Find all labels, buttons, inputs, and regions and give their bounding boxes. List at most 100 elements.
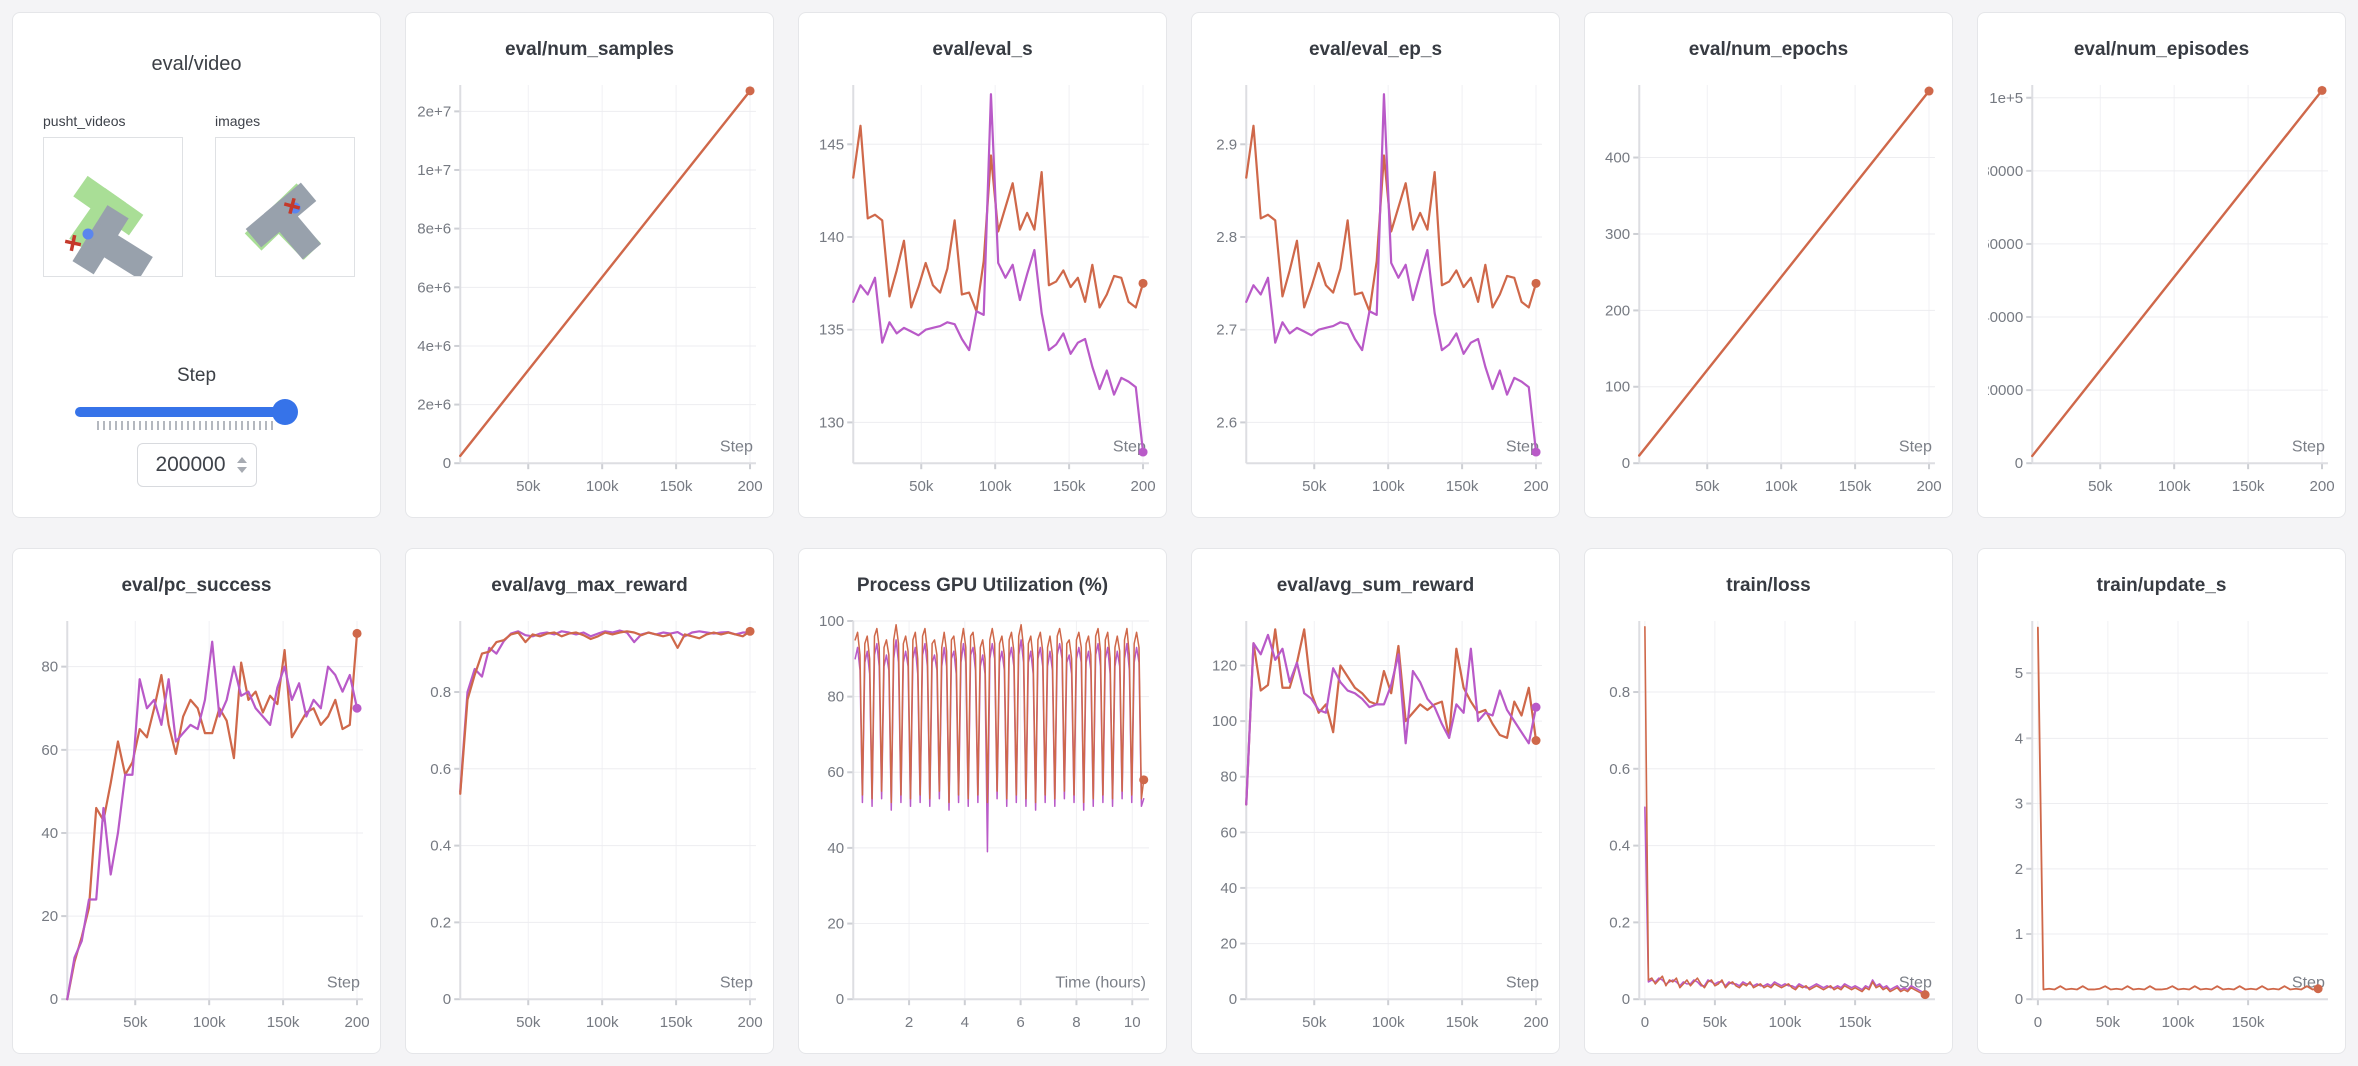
svg-text:20000: 20000: [1988, 382, 2023, 399]
chart-plot[interactable]: 0 50k 100k 150k 0 1 2 3 4 5 Step: [1988, 613, 2335, 1045]
svg-text:100k: 100k: [1372, 1014, 1405, 1031]
svg-text:50k: 50k: [2096, 1014, 2121, 1031]
chart-plot[interactable]: 50k 100k 150k 200 0 20 40 60 80 100 120 Step: [1202, 613, 1549, 1045]
svg-text:60: 60: [827, 764, 844, 781]
step-slider-ruler: [97, 421, 275, 430]
svg-text:0: 0: [1641, 1014, 1649, 1031]
panel-train-loss: train/loss 0 50k 100k 150k 0 0.2 0.4 0.6 0.8 Step: [1584, 548, 1953, 1054]
svg-text:100k: 100k: [2162, 1014, 2195, 1031]
pusht-video-thumbnail[interactable]: [43, 137, 183, 280]
chart-plot[interactable]: 50k 100k 150k 200 0 2e+6 4e+6 6e+6 8e+6 1e+7 1.2e+…: [416, 77, 763, 509]
svg-text:50k: 50k: [2088, 478, 2113, 495]
panel-eval-avg-max-reward: eval/avg_max_reward 50k 100k 150k 200 0 0.2 0.…: [405, 548, 774, 1054]
chart-title: eval/num_samples: [505, 39, 674, 60]
svg-text:200: 200: [1523, 478, 1548, 495]
step-decrement-icon[interactable]: [236, 467, 247, 473]
svg-text:40: 40: [1220, 880, 1237, 897]
svg-text:0: 0: [443, 455, 451, 472]
svg-text:8e+6: 8e+6: [417, 221, 451, 238]
svg-text:100: 100: [1212, 713, 1237, 730]
step-increment-icon[interactable]: [236, 457, 247, 463]
svg-text:200: 200: [1523, 1014, 1548, 1031]
svg-text:4: 4: [2015, 730, 2023, 747]
svg-text:2.8: 2.8: [1216, 229, 1237, 246]
svg-text:150k: 150k: [660, 1014, 693, 1031]
svg-text:60: 60: [41, 742, 58, 759]
svg-text:100k: 100k: [586, 478, 619, 495]
svg-text:20: 20: [827, 916, 844, 933]
svg-text:100k: 100k: [2158, 478, 2191, 495]
step-stepper: [236, 457, 247, 473]
svg-text:50k: 50k: [909, 478, 934, 495]
svg-text:40: 40: [41, 825, 58, 842]
chart-plot[interactable]: 50k 100k 150k 200 0 20 40 60 80 Step: [23, 613, 370, 1045]
chart-title: eval/num_epochs: [1688, 39, 1849, 60]
svg-text:Time (hours): Time (hours): [1055, 974, 1146, 991]
chart-title: train/update_s: [2096, 575, 2227, 596]
svg-text:60: 60: [1220, 824, 1237, 841]
svg-text:0.2: 0.2: [1609, 914, 1630, 931]
svg-text:60000: 60000: [1988, 236, 2023, 253]
panel-eval-num-episodes: eval/num_episodes 50k 100k 150k 200 0 20000 40…: [1977, 12, 2346, 518]
svg-text:0: 0: [2034, 1014, 2042, 1031]
svg-text:200: 200: [737, 478, 762, 495]
svg-text:0.8: 0.8: [430, 684, 451, 701]
svg-text:1.2e+7: 1.2e+7: [416, 103, 451, 120]
step-slider-track[interactable]: [75, 407, 293, 417]
chart-plot[interactable]: 0 50k 100k 150k 0 0.2 0.4 0.6 0.8 Step: [1595, 613, 1942, 1045]
svg-text:80: 80: [1220, 769, 1237, 786]
svg-text:50k: 50k: [1302, 1014, 1327, 1031]
chart-plot[interactable]: 2 4 6 8 10 0 20 40 60 80 100 Time (hours): [809, 613, 1156, 1045]
svg-text:100: 100: [1605, 379, 1630, 396]
svg-text:6: 6: [1016, 1014, 1024, 1031]
svg-text:1e+5: 1e+5: [1989, 90, 2023, 107]
svg-text:4: 4: [961, 1014, 969, 1031]
chart-plot[interactable]: 50k 100k 150k 200 0 100 200 300 400 Step: [1595, 77, 1942, 509]
svg-text:0.4: 0.4: [430, 838, 451, 855]
svg-text:150k: 150k: [1446, 478, 1479, 495]
svg-text:120: 120: [1212, 658, 1237, 675]
svg-text:50k: 50k: [516, 1014, 541, 1031]
media-label-images: images: [215, 113, 261, 129]
chart-plot[interactable]: 50k 100k 150k 200 130 135 140 145 Step: [809, 77, 1156, 509]
panel-train-update-s: train/update_s 0 50k 100k 150k 0 1 2 3 4 5 Step: [1977, 548, 2346, 1054]
svg-text:50k: 50k: [1703, 1014, 1728, 1031]
svg-text:0.8: 0.8: [1609, 684, 1630, 701]
svg-text:80000: 80000: [1988, 163, 2023, 180]
svg-text:2e+6: 2e+6: [417, 397, 451, 414]
svg-text:100k: 100k: [193, 1014, 226, 1031]
images-thumbnail[interactable]: [215, 137, 355, 277]
svg-text:0: 0: [1229, 991, 1237, 1008]
step-slider-label: Step: [176, 365, 217, 386]
svg-text:Step: Step: [2292, 438, 2325, 455]
svg-text:1e+7: 1e+7: [417, 162, 451, 179]
svg-text:2.7: 2.7: [1216, 322, 1237, 339]
svg-text:Step: Step: [1506, 974, 1539, 991]
svg-text:0: 0: [2015, 455, 2023, 472]
svg-text:150k: 150k: [267, 1014, 300, 1031]
step-number-input[interactable]: [137, 444, 256, 486]
svg-text:0: 0: [836, 991, 844, 1008]
svg-text:2.9: 2.9: [1216, 136, 1237, 153]
svg-text:0: 0: [2015, 991, 2023, 1008]
svg-text:150k: 150k: [2232, 478, 2265, 495]
svg-text:0: 0: [50, 991, 58, 1008]
svg-text:Step: Step: [1506, 438, 1539, 455]
svg-text:150k: 150k: [660, 478, 693, 495]
chart-plot[interactable]: 50k 100k 150k 200 0 20000 40000 60000 80000 1e+5 S…: [1988, 77, 2335, 509]
svg-text:200: 200: [1916, 478, 1941, 495]
chart-title: eval/eval_s: [932, 39, 1033, 60]
chart-title: Process GPU Utilization (%): [856, 575, 1109, 596]
svg-text:100k: 100k: [1372, 478, 1405, 495]
svg-text:Step: Step: [720, 438, 753, 455]
svg-text:50k: 50k: [516, 478, 541, 495]
chart-plot[interactable]: 50k 100k 150k 200 0 0.2 0.4 0.6 0.8 Step: [416, 613, 763, 1045]
step-slider-thumb[interactable]: [272, 399, 298, 425]
svg-text:100k: 100k: [1765, 478, 1798, 495]
goal-cross-icon: [283, 197, 301, 215]
svg-text:0.6: 0.6: [430, 761, 451, 778]
chart-plot[interactable]: 50k 100k 150k 200 2.6 2.7 2.8 2.9 Step: [1202, 77, 1549, 509]
svg-text:50k: 50k: [123, 1014, 148, 1031]
svg-text:0.2: 0.2: [430, 914, 451, 931]
svg-text:0: 0: [443, 991, 451, 1008]
